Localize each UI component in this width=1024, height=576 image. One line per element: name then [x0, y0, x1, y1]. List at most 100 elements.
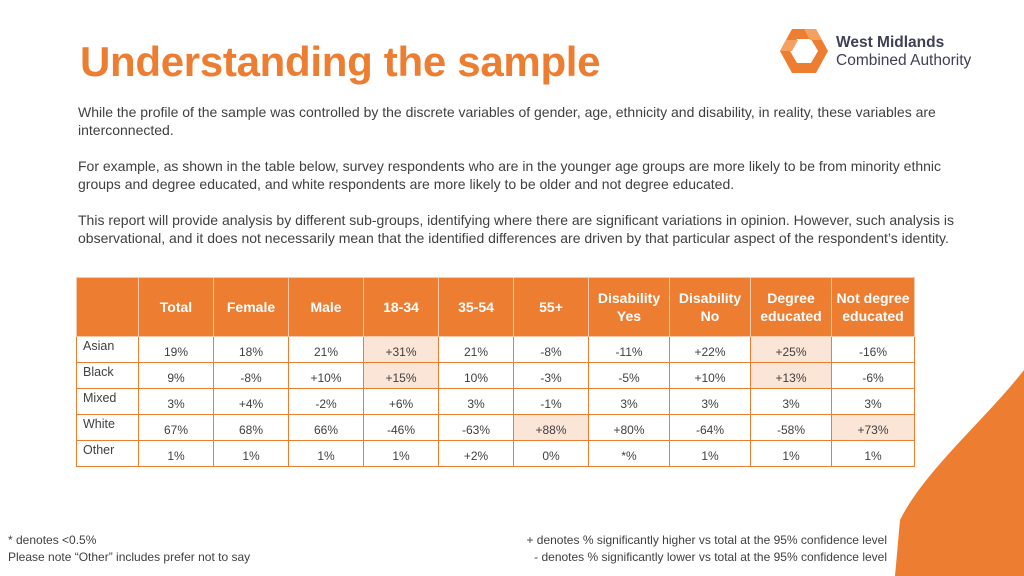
table-row: Mixed 3% +4% -2% +6% 3% -1% 3% 3% 3% 3% — [76, 388, 915, 415]
table-header-row: Total Female Male 18-34 35-54 55+ Disability Y… — [76, 277, 915, 337]
row-label: White — [76, 414, 139, 441]
cell-value: 66% — [313, 422, 339, 437]
table-cell: +25% — [750, 336, 832, 363]
table-cell: 21% — [438, 336, 514, 363]
table-cell: +22% — [669, 336, 751, 363]
table-cell: -46% — [363, 414, 439, 441]
table-cell: 0% — [513, 440, 589, 467]
table-cell: +10% — [669, 362, 751, 389]
cell-value: -63% — [461, 422, 490, 437]
cell-value: +88% — [535, 422, 567, 437]
cell-value: 19% — [163, 344, 189, 359]
table-cell: 3% — [831, 388, 915, 415]
cell-value: +6% — [388, 396, 414, 411]
table-cell: -8% — [513, 336, 589, 363]
logo-line-2: Combined Authority — [836, 52, 972, 69]
cell-value: -58% — [776, 422, 805, 437]
cell-value: 3% — [701, 396, 719, 411]
table-cell: 21% — [288, 336, 364, 363]
column-header: Not degree educated — [831, 277, 915, 337]
logo-line-1: West Midlands — [836, 34, 945, 51]
table-cell: 9% — [138, 362, 214, 389]
cell-value: -6% — [862, 370, 884, 385]
cell-value: +15% — [385, 370, 417, 385]
table-cell: -58% — [750, 414, 832, 441]
column-header: 35-54 — [438, 277, 514, 337]
table-cell: 3% — [750, 388, 832, 415]
cell-value: 18% — [238, 344, 264, 359]
footnotes-right: + denotes % significantly higher vs tota… — [505, 532, 887, 566]
table-cell: 3% — [588, 388, 670, 415]
cell-value: +4% — [238, 396, 264, 411]
cell-value: +13% — [775, 370, 807, 385]
cell-value: +22% — [694, 344, 726, 359]
table-cell: 18% — [213, 336, 289, 363]
table-cell: -16% — [831, 336, 915, 363]
wmca-hexagon-logo-icon — [780, 29, 828, 73]
table-cell: 19% — [138, 336, 214, 363]
footnote-asterisk: * denotes <0.5% — [8, 533, 97, 547]
cell-value: 10% — [463, 370, 489, 385]
table-cell: -11% — [588, 336, 670, 363]
wmca-logo: West Midlands Combined Authority — [778, 27, 1008, 77]
cell-value: 1% — [782, 448, 800, 463]
table-row: Other 1% 1% 1% 1% +2% 0% *% 1% 1% 1% — [76, 440, 915, 467]
table-cell: 3% — [138, 388, 214, 415]
cell-value: -2% — [315, 396, 337, 411]
column-header: Female — [213, 277, 289, 337]
table-cell: +80% — [588, 414, 670, 441]
table-cell: +31% — [363, 336, 439, 363]
header-corner — [76, 277, 139, 337]
table-cell: -3% — [513, 362, 589, 389]
table-cell: -6% — [831, 362, 915, 389]
table-row: Black 9% -8% +10% +15% 10% -3% -5% +10% +13% -6% — [76, 362, 915, 389]
cell-value: +10% — [694, 370, 726, 385]
table-cell: 1% — [288, 440, 364, 467]
cell-value: 21% — [463, 344, 489, 359]
column-header: 18-34 — [363, 277, 439, 337]
table-cell: -1% — [513, 388, 589, 415]
table-cell: 67% — [138, 414, 214, 441]
table-cell: 3% — [669, 388, 751, 415]
cell-value: -5% — [618, 370, 640, 385]
table-cell: +13% — [750, 362, 832, 389]
cell-value: -46% — [386, 422, 415, 437]
page-title: Understanding the sample — [80, 38, 601, 85]
table-cell: -8% — [213, 362, 289, 389]
table-row: Asian 19% 18% 21% +31% 21% -8% -11% +22% +25% -16% — [76, 336, 915, 363]
table-cell: +6% — [363, 388, 439, 415]
table-cell: -63% — [438, 414, 514, 441]
cell-value: 1% — [864, 448, 882, 463]
table-cell: +4% — [213, 388, 289, 415]
row-label: Asian — [76, 336, 139, 363]
table-cell: 1% — [669, 440, 751, 467]
cell-value: 9% — [167, 370, 185, 385]
cell-value: +31% — [385, 344, 417, 359]
cell-value: +25% — [775, 344, 807, 359]
column-header: Degree educated — [750, 277, 832, 337]
cell-value: 1% — [167, 448, 185, 463]
sample-profile-table: Total Female Male 18-34 35-54 55+ Disability Y… — [76, 277, 915, 467]
column-header: Total — [138, 277, 214, 337]
cell-value: -3% — [540, 370, 562, 385]
cell-value: +80% — [613, 422, 645, 437]
table-cell: 66% — [288, 414, 364, 441]
table-cell: 1% — [213, 440, 289, 467]
table-cell: -5% — [588, 362, 670, 389]
cell-value: *% — [621, 448, 637, 463]
table-cell: +2% — [438, 440, 514, 467]
cell-value: 67% — [163, 422, 189, 437]
table-cell: *% — [588, 440, 670, 467]
cell-value: 1% — [317, 448, 335, 463]
cell-value: 68% — [238, 422, 264, 437]
cell-value: -8% — [240, 370, 262, 385]
table-cell: -2% — [288, 388, 364, 415]
table-cell: 1% — [831, 440, 915, 467]
footnote-plus: + denotes % significantly higher vs tota… — [526, 533, 887, 547]
cell-value: +73% — [857, 422, 889, 437]
table-cell: +15% — [363, 362, 439, 389]
row-label: Other — [76, 440, 139, 467]
cell-value: +10% — [310, 370, 342, 385]
cell-value: 3% — [467, 396, 485, 411]
cell-value: +2% — [463, 448, 489, 463]
